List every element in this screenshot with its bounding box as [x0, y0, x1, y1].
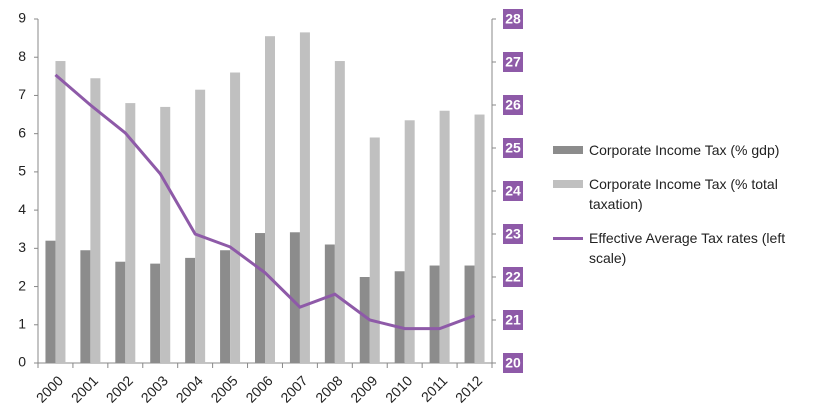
x-tick-label: 2004	[173, 372, 206, 405]
bar	[80, 250, 91, 363]
y2-tick-label: 22	[505, 269, 521, 285]
bar	[289, 232, 300, 363]
bar	[464, 265, 475, 363]
y2-tick-label: 20	[505, 355, 521, 371]
y-tick-label: 9	[18, 10, 26, 26]
legend-item: Corporate Income Tax (% total taxation)	[553, 174, 818, 214]
legend-label: Effective Average Tax rates (left scale)	[589, 230, 786, 266]
y-tick-label: 3	[18, 239, 26, 255]
bar	[90, 78, 101, 363]
x-tick-label: 2000	[33, 372, 66, 405]
y-tick-label: 6	[18, 124, 26, 140]
x-tick-label: 2008	[312, 372, 345, 405]
bar	[55, 61, 66, 364]
legend-label: Corporate Income Tax (% gdp)	[589, 142, 780, 158]
y-tick-label: 0	[18, 354, 26, 370]
bar	[324, 244, 335, 363]
bar	[474, 114, 485, 363]
legend-key	[553, 237, 583, 240]
x-tick-label: 2002	[103, 372, 136, 405]
y-tick-label: 1	[18, 315, 26, 331]
y2-tick-label: 21	[505, 312, 521, 328]
y2-tick-box	[503, 267, 523, 287]
legend-item: Corporate Income Tax (% gdp)	[553, 140, 818, 160]
x-tick-label: 2012	[452, 372, 485, 405]
bar	[429, 265, 440, 363]
bar	[125, 103, 136, 363]
y2-tick-box	[503, 138, 523, 158]
legend-key	[553, 146, 583, 154]
y2-tick-box	[503, 52, 523, 72]
legend-key	[553, 180, 583, 188]
legend-label: Corporate Income Tax (% total taxation)	[589, 176, 778, 212]
y2-tick-box	[503, 95, 523, 115]
y2-tick-box	[503, 224, 523, 244]
y-tick-label: 4	[18, 201, 26, 217]
bar	[369, 137, 380, 363]
x-tick-label: 2006	[242, 372, 275, 405]
y2-tick-box	[503, 310, 523, 330]
y2-tick-label: 27	[505, 54, 521, 70]
x-tick-label: 2005	[207, 372, 240, 405]
bar	[334, 61, 345, 364]
bar	[255, 233, 265, 363]
bar	[439, 110, 450, 363]
bar	[115, 261, 126, 363]
y2-tick-box	[503, 353, 523, 373]
legend: Corporate Income Tax (% gdp) Corporate In…	[553, 140, 818, 282]
y-tick-label: 8	[18, 48, 26, 64]
legend-item: Effective Average Tax rates (left scale)	[553, 228, 818, 268]
y2-tick-label: 28	[505, 11, 521, 27]
bar	[195, 89, 206, 363]
y-tick-label: 5	[18, 163, 26, 179]
x-tick-label: 2011	[418, 372, 451, 405]
y-tick-label: 2	[18, 277, 26, 293]
bar	[220, 250, 231, 363]
line	[54, 73, 476, 331]
bar	[404, 120, 415, 364]
bar	[160, 106, 171, 364]
x-tick-label: 2001	[68, 372, 101, 405]
y-tick-label: 7	[18, 86, 26, 102]
bar	[299, 32, 310, 363]
bar	[45, 240, 56, 363]
bar	[185, 257, 196, 363]
y2-tick-label: 25	[505, 140, 521, 156]
y2-tick-box	[503, 9, 523, 29]
x-tick-label: 2003	[138, 372, 171, 405]
x-tick-label: 2009	[347, 372, 380, 405]
y2-tick-label: 24	[505, 183, 521, 199]
bar	[265, 36, 275, 363]
bar	[150, 263, 161, 363]
y2-tick-box	[503, 181, 523, 201]
x-tick-label: 2010	[382, 372, 415, 405]
bar	[394, 271, 405, 363]
x-tick-label: 2007	[277, 372, 310, 405]
bar	[359, 277, 370, 363]
y2-tick-label: 23	[505, 226, 521, 242]
y2-tick-label: 26	[505, 97, 521, 113]
bar	[230, 72, 241, 363]
